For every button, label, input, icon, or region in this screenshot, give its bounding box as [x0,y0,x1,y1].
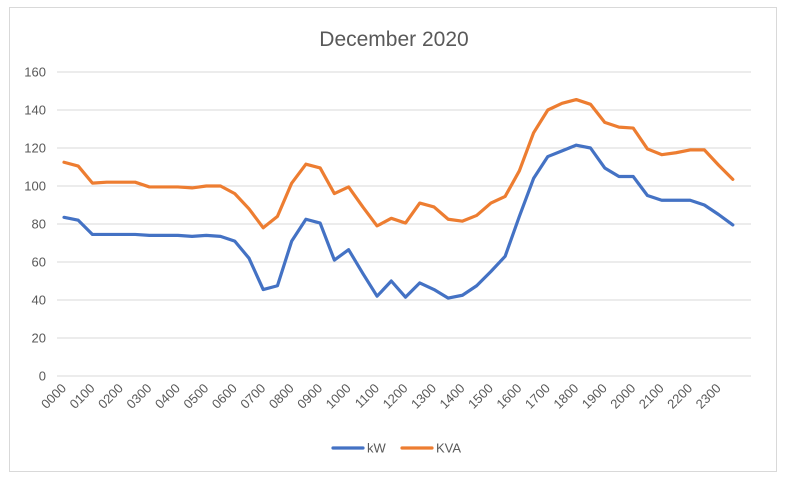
x-tick-label: 0500 [180,381,211,412]
series-lines [62,97,735,300]
y-tick-label: 160 [24,65,46,80]
chart-title: December 2020 [319,28,468,51]
x-tick-label: 2100 [636,381,667,412]
x-tick-label: 0900 [294,381,325,412]
x-tick-label: 1000 [323,381,354,412]
x-tick-label: 1200 [380,381,411,412]
x-tick-label: 2000 [607,381,638,412]
legend-label-kw: kW [367,441,387,456]
chart-frame: December 2020 0 20 40 60 80 100 120 140 160 0000… [9,7,777,472]
x-tick-label: 0300 [123,381,154,412]
y-tick-label: 0 [39,369,46,384]
y-tick-label: 100 [24,179,46,194]
y-tick-label: 80 [32,217,46,232]
y-tick-label: 40 [32,293,46,308]
x-tick-label: 0000 [38,381,69,412]
x-tick-label: 1300 [408,381,439,412]
x-tick-label: 1500 [465,381,496,412]
x-tick-label: 2300 [693,381,724,412]
x-tick-label: 0800 [266,381,297,412]
y-tick-label: 60 [32,255,46,270]
x-tick-label: 0600 [209,381,240,412]
y-tick-label: 140 [24,103,46,118]
y-tick-label: 20 [32,331,46,346]
legend-label-kva: KVA [436,441,461,456]
y-tick-label: 120 [24,141,46,156]
x-tick-label: 0200 [95,381,126,412]
x-tick-label: 1100 [352,381,382,411]
x-axis-tick-labels: 0000010002000300040005000600070008000900… [38,381,724,412]
series-line-kw [62,143,735,300]
x-tick-label: 1700 [522,381,553,412]
x-tick-label: 1600 [493,381,524,412]
x-tick-label: 2200 [664,381,695,412]
legend: kW KVA [331,441,461,456]
x-tick-label: 1900 [579,381,610,412]
x-tick-label: 0100 [67,381,98,412]
x-tick-label: 1400 [437,381,468,412]
line-chart: December 2020 0 20 40 60 80 100 120 140 160 0000… [24,28,751,456]
series-line-kva [62,97,735,230]
y-axis-tick-labels: 0 20 40 60 80 100 120 140 160 [24,65,46,384]
x-tick-label: 0700 [237,381,268,412]
x-tick-label: 0400 [152,381,183,412]
x-tick-label: 1800 [550,381,581,412]
